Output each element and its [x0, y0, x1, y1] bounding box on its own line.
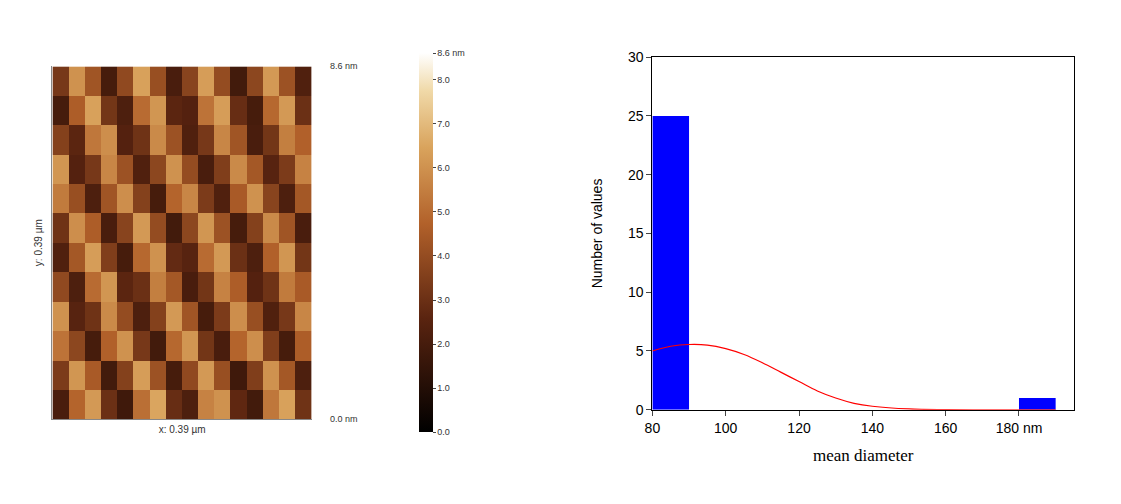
svg-text:8.6 nm: 8.6 nm — [437, 48, 465, 58]
svg-text:mean diameter: mean diameter — [813, 446, 914, 465]
svg-text:Number of values: Number of values — [589, 179, 605, 289]
svg-text:140: 140 — [861, 420, 885, 436]
svg-text:160: 160 — [934, 420, 958, 436]
svg-text:2.0: 2.0 — [437, 339, 450, 349]
svg-text:0.0 nm: 0.0 nm — [330, 414, 358, 424]
svg-text:5.0: 5.0 — [437, 207, 450, 217]
svg-text:5: 5 — [636, 343, 644, 359]
svg-text:15: 15 — [628, 225, 644, 241]
svg-text:0: 0 — [636, 402, 644, 418]
svg-text:1.0: 1.0 — [437, 383, 450, 393]
svg-text:6.0: 6.0 — [437, 163, 450, 173]
svg-text:25: 25 — [628, 108, 644, 124]
svg-text:180 nm: 180 nm — [996, 420, 1043, 436]
svg-text:10: 10 — [628, 284, 644, 300]
svg-text:8.0: 8.0 — [437, 75, 450, 85]
svg-text:100: 100 — [714, 420, 738, 436]
svg-text:0.0: 0.0 — [437, 427, 450, 437]
svg-text:3.0: 3.0 — [437, 295, 450, 305]
svg-text:4.0: 4.0 — [437, 251, 450, 261]
svg-text:120: 120 — [787, 420, 811, 436]
svg-text:7.0: 7.0 — [437, 119, 450, 129]
svg-text:20: 20 — [628, 167, 644, 183]
svg-text:80: 80 — [645, 420, 661, 436]
svg-text:30: 30 — [628, 49, 644, 65]
svg-text:8.6 nm: 8.6 nm — [330, 61, 358, 71]
svg-text:y: 0.39 µm: y: 0.39 µm — [33, 219, 44, 266]
svg-text:x: 0.39 µm: x: 0.39 µm — [159, 424, 206, 435]
